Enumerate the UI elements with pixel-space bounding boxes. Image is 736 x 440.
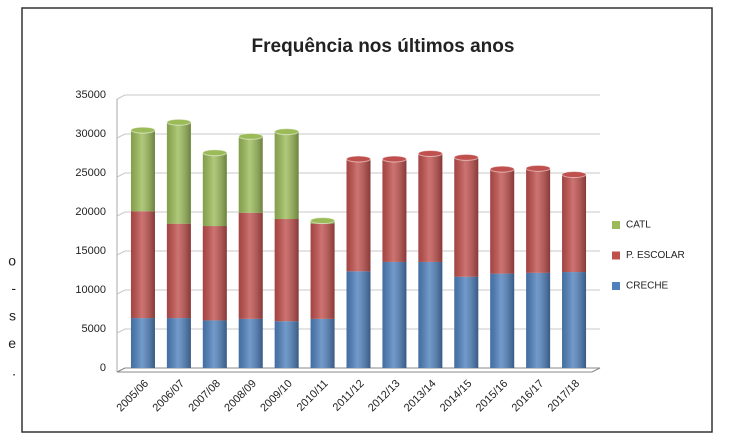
bar-shade (454, 157, 479, 277)
bar-shade (454, 276, 479, 368)
bar-shade (490, 169, 515, 274)
y-tick-label: 5000 (82, 323, 106, 335)
bar-shade (526, 272, 551, 368)
bar-shade (526, 168, 551, 273)
bar-shade (202, 320, 227, 368)
bar-shade (382, 261, 407, 368)
bar-cap (561, 171, 587, 179)
bar-shade (490, 273, 515, 368)
bar-shade (346, 158, 371, 272)
bar-cap (417, 150, 443, 157)
legend-swatch (612, 221, 620, 229)
bar-cap (453, 153, 479, 161)
bar-cap (489, 165, 515, 173)
bar-shade (238, 136, 263, 213)
bar-shade (310, 318, 335, 368)
y-tick-label: 35000 (75, 89, 106, 101)
margin-text: - (11, 280, 16, 296)
bar-cap (238, 132, 264, 140)
bar-cap (346, 155, 371, 163)
y-tick-label: 30000 (75, 128, 106, 140)
bar-shade (274, 219, 299, 322)
legend-label: CATL (626, 220, 651, 231)
legend-swatch (612, 282, 620, 290)
y-tick-label: 15000 (75, 245, 106, 257)
margin-text: e (8, 335, 16, 351)
margin-text: o (8, 253, 16, 269)
y-tick-label: 25000 (75, 167, 106, 179)
bar-shade (310, 223, 335, 319)
bar-shade (202, 152, 227, 227)
y-tick-label: 10000 (75, 284, 106, 296)
bar-shade (238, 212, 263, 319)
bar-shade (562, 272, 587, 368)
margin-text: s (9, 308, 16, 324)
bar-shade (274, 131, 299, 220)
bar-cap (525, 164, 551, 172)
bar-cap (130, 126, 156, 134)
bar-shade (346, 271, 371, 368)
x-axis (116, 367, 601, 373)
bar-shade (562, 174, 587, 273)
legend-label: P. ESCOLAR (626, 250, 685, 261)
bar-cap (274, 128, 300, 136)
bar-shade (166, 318, 191, 368)
bar-cap (310, 217, 336, 225)
bar-cap (202, 149, 228, 157)
bar-shade (418, 261, 443, 368)
margin-text: . (12, 363, 16, 379)
y-tick-label: 20000 (75, 206, 106, 218)
bar-shade (130, 318, 155, 368)
bar-cap (381, 155, 407, 163)
bar-shade (130, 211, 155, 319)
bar-shade (166, 122, 191, 224)
y-tick-label: 0 (100, 362, 106, 374)
bar-cap (166, 118, 192, 126)
bar-shade (382, 158, 407, 262)
bar-shade (130, 130, 155, 212)
chart-title: Frequência nos últimos anos (252, 36, 515, 57)
grid-line (116, 94, 600, 100)
bar-shade (202, 226, 227, 321)
bar-shade (238, 318, 263, 368)
bar-shade (274, 321, 299, 368)
bar-shade (418, 153, 443, 262)
legend-swatch (612, 251, 620, 260)
bar-shade (166, 223, 191, 319)
grid-line (116, 133, 600, 139)
legend-label: CRECHE (626, 281, 669, 292)
